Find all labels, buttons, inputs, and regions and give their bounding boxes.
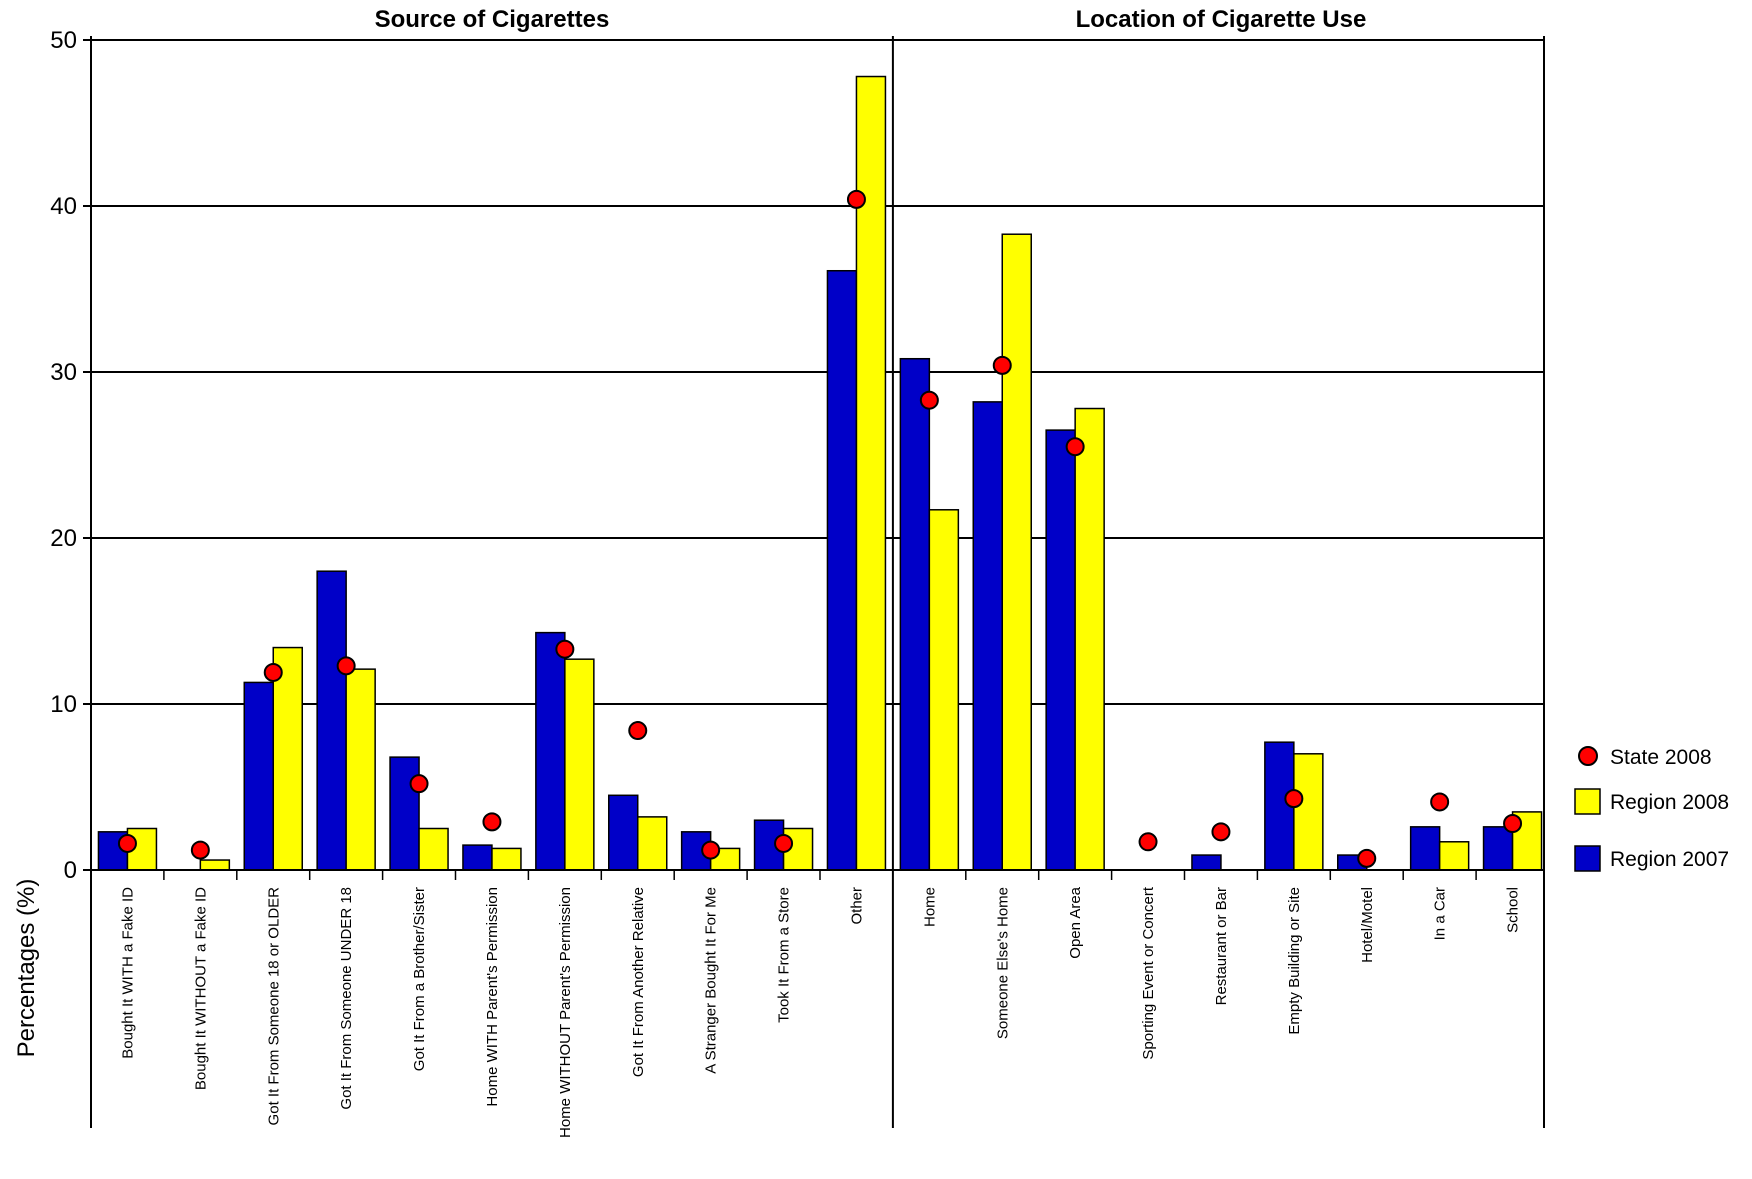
bar-region-2007 [1482,826,1514,871]
bar-region-2008 [272,646,303,871]
state-points [117,189,1523,868]
bar-region-2007 [826,269,858,871]
bar-region-2007 [462,844,493,871]
bar-region-2007 [389,756,420,871]
point-state-2008 [117,833,137,853]
point-state-2008 [482,812,502,832]
legend-label-state2008: State 2008 [1610,746,1712,769]
legend-marker-state2008 [1578,746,1598,766]
y-tick-label: 20 [50,525,77,552]
point-state-2008 [774,833,794,853]
category-label: Took It From a Store [776,887,793,1023]
legend-marker-region2008 [1574,788,1601,815]
category-label: Bought It WITHOUT a Fake ID [192,887,209,1090]
category-label: Got It From Another Relative [630,887,647,1077]
bar-region-2007 [1409,826,1441,871]
point-state-2008 [555,639,575,659]
point-state-2008 [263,662,283,682]
category-label: Empty Building or Site [1286,887,1303,1035]
bar-region-2007 [535,631,566,871]
point-state-2008 [701,840,721,860]
category-label: Sporting Event or Concert [1140,886,1157,1059]
gridlines [91,39,1544,705]
bar-region-2008 [1511,811,1543,871]
category-label: Other [848,887,865,925]
bar-region-2008 [564,658,595,871]
bar-region-2008 [1001,233,1032,871]
category-label: Restaurant or Bar [1213,887,1230,1005]
category-label: Someone Else's Home [994,887,1011,1039]
category-label: Home WITH Parent's Permission [484,887,501,1107]
bar-region-2007 [608,794,639,871]
y-tick-label: 30 [50,359,77,386]
bar-region-2007 [899,357,931,871]
bar-region-2007 [972,401,1003,871]
point-state-2008 [336,656,356,676]
point-state-2008 [628,721,648,741]
point-state-2008 [190,840,210,860]
category-label: Got It From Someone UNDER 18 [338,887,355,1110]
bar-region-2008 [418,827,449,871]
legend-marker-region2007 [1574,845,1601,872]
bars [97,75,1543,871]
category-label: Got It From a Brother/Sister [411,887,428,1071]
bar-region-2008 [1438,841,1470,871]
point-state-2008 [1357,848,1377,868]
point-state-2008 [919,390,939,410]
bar-region-2007 [243,681,274,871]
legend: State 2008 Region 2008 Region 2007 [1574,746,1729,872]
bar-region-2008 [345,668,376,871]
bar-region-2007 [1191,854,1222,871]
legend-label-region2007: Region 2007 [1610,848,1729,871]
panel-title: Location of Cigarette Use [1076,6,1367,33]
bar-region-2008 [855,75,887,871]
point-state-2008 [1211,822,1231,842]
point-state-2008 [1430,792,1450,812]
y-axis-label: Percentages (%) [13,879,40,1058]
category-label: In a Car [1432,887,1449,940]
category-label: Hotel/Motel [1359,887,1376,963]
chart-frame [90,36,1545,1128]
category-label: A Stranger Bought It For Me [703,887,720,1074]
category-label: School [1505,887,1522,933]
point-state-2008 [1138,832,1158,852]
bar-region-2008 [928,509,960,871]
category-label: Bought It WITH a Fake ID [119,887,136,1059]
category-labels: Bought It WITH a Fake ID Bought It WITHOU… [119,886,1521,1138]
category-label: Home [921,887,938,927]
point-state-2008 [846,189,866,209]
bar-region-2008 [491,847,522,871]
point-state-2008 [992,355,1012,375]
category-label: Home WITHOUT Parent's Permission [557,887,574,1138]
panel-title: Source of Cigarettes [375,6,610,33]
point-state-2008 [1065,437,1085,457]
category-label: Open Area [1067,886,1084,958]
bar-region-2008 [1293,753,1324,871]
point-state-2008 [1503,814,1523,834]
bar-region-2008 [637,816,668,871]
y-tick-label: 50 [50,27,77,54]
panel-titles: Source of Cigarettes Location of Cigarett… [375,6,1367,33]
y-tick-label: 10 [50,691,77,718]
legend-label-region2008: Region 2008 [1610,791,1729,814]
y-tick-label: 40 [50,193,77,220]
category-label: Got It From Someone 18 or OLDER [265,887,282,1126]
bar-region-2008 [199,859,231,871]
y-tick-label: 0 [64,857,77,884]
bar-region-2007 [316,570,347,871]
bar-region-2007 [1045,429,1076,871]
bar-region-2008 [1074,407,1105,871]
point-state-2008 [1284,789,1304,809]
point-state-2008 [409,774,429,794]
y-axis: 0 10 20 30 40 50 [50,27,91,884]
